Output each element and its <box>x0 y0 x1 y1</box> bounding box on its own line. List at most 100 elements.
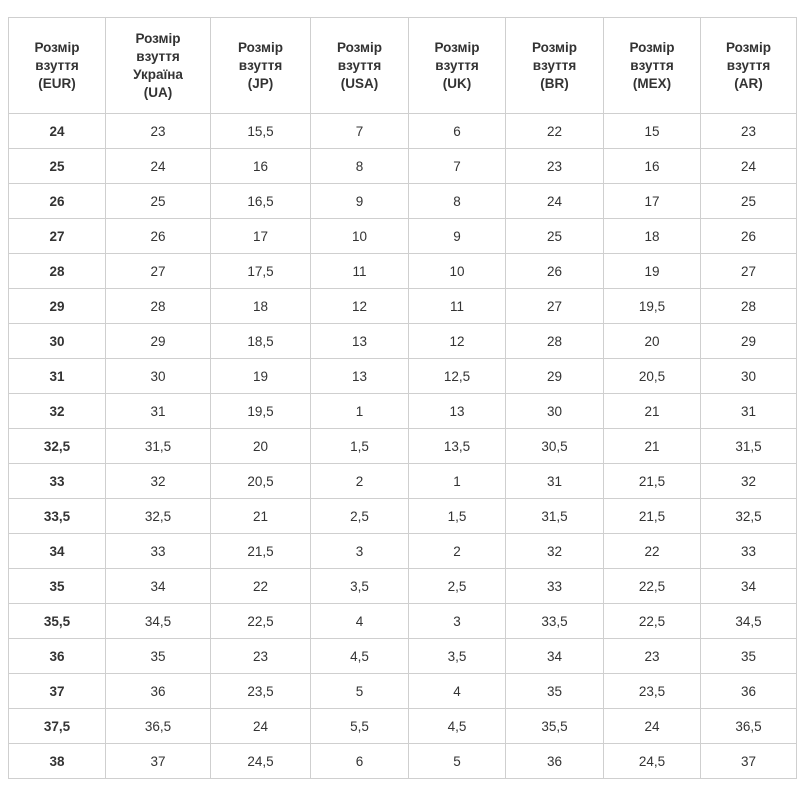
table-cell: 26 <box>8 183 106 219</box>
table-cell: 9 <box>310 183 409 219</box>
table-row: 28 27 17,5 11 10 26 19 27 <box>8 253 797 289</box>
header-cell: Розмір взуття (AR) <box>700 17 797 114</box>
table-cell: 30 <box>505 393 604 429</box>
table-cell: 38 <box>8 743 106 779</box>
table-row: 32,5 31,5 20 1,5 13,5 30,5 21 31,5 <box>8 428 797 464</box>
size-table: Розмір взуття (EUR) Розмір взуття Україна (UA)… <box>8 17 797 779</box>
table-cell: 21,5 <box>603 463 701 499</box>
table-cell: 17 <box>603 183 701 219</box>
table-cell: 36,5 <box>105 708 211 744</box>
table-cell: 32,5 <box>105 498 211 534</box>
table-cell: 22,5 <box>603 603 701 639</box>
header-row: Розмір взуття (EUR) Розмір взуття Україна (UA)… <box>8 17 797 114</box>
table-cell: 1 <box>408 463 506 499</box>
table-cell: 34,5 <box>105 603 211 639</box>
table-cell: 26 <box>700 218 797 254</box>
table-cell: 31,5 <box>505 498 604 534</box>
table-cell: 21,5 <box>603 498 701 534</box>
table-cell: 19 <box>210 358 311 394</box>
table-cell: 29 <box>105 323 211 359</box>
table-cell: 36 <box>105 673 211 709</box>
table-cell: 25 <box>505 218 604 254</box>
table-cell: 31,5 <box>700 428 797 464</box>
table-cell: 5,5 <box>310 708 409 744</box>
header-line: Розмір <box>135 30 181 46</box>
table-cell: 21 <box>603 428 701 464</box>
header-line: Розмір <box>336 39 383 55</box>
header-line: (BR) <box>540 75 569 91</box>
table-cell: 17,5 <box>210 253 311 289</box>
table-row: 32 31 19,5 1 13 30 21 31 <box>8 393 797 429</box>
table-cell: 36,5 <box>700 708 797 744</box>
table-row: 30 29 18,5 13 12 28 20 29 <box>8 323 797 359</box>
table-cell: 12 <box>408 323 506 359</box>
header-cell: Розмір взуття Україна (UA) <box>105 17 211 114</box>
table-cell: 25 <box>105 183 211 219</box>
table-cell: 2 <box>408 533 506 569</box>
table-cell: 36 <box>8 638 106 674</box>
table-cell: 35,5 <box>505 708 604 744</box>
table-cell: 29 <box>505 358 604 394</box>
table-cell: 9 <box>408 218 506 254</box>
table-cell: 35 <box>700 638 797 674</box>
table-cell: 35,5 <box>8 603 106 639</box>
header-line: (UA) <box>143 84 173 100</box>
table-cell: 27 <box>105 253 211 289</box>
table-cell: 15 <box>603 113 701 149</box>
table-cell: 8 <box>408 183 506 219</box>
table-cell: 30 <box>105 358 211 394</box>
table-cell: 18 <box>210 288 311 324</box>
header-line: взуття <box>630 57 674 73</box>
table-cell: 22,5 <box>210 603 311 639</box>
table-row: 29 28 18 12 11 27 19,5 28 <box>8 288 797 324</box>
table-cell: 20 <box>210 428 311 464</box>
header-line: взуття <box>532 57 577 73</box>
table-cell: 33 <box>700 533 797 569</box>
table-cell: 30,5 <box>505 428 604 464</box>
table-cell: 13 <box>310 358 409 394</box>
table-cell: 19,5 <box>210 393 311 429</box>
table-cell: 7 <box>310 113 409 149</box>
table-cell: 21,5 <box>210 533 311 569</box>
header-line: Розмір <box>531 39 578 55</box>
table-cell: 3 <box>310 533 409 569</box>
table-cell: 24 <box>8 113 106 149</box>
table-cell: 24 <box>210 708 311 744</box>
table-cell: 37 <box>8 673 106 709</box>
table-cell: 2 <box>310 463 409 499</box>
table-cell: 1,5 <box>310 428 409 464</box>
table-cell: 24 <box>700 148 797 184</box>
table-row: 34 33 21,5 3 2 32 22 33 <box>8 533 797 569</box>
table-cell: 4 <box>408 673 506 709</box>
header-line: Розмір <box>34 39 80 55</box>
table-row: 35 34 22 3,5 2,5 33 22,5 34 <box>8 568 797 604</box>
table-cell: 16 <box>210 148 311 184</box>
table-row: 24 23 15,5 7 6 22 15 23 <box>8 113 797 149</box>
table-cell: 34 <box>700 568 797 604</box>
table-cell: 23 <box>700 113 797 149</box>
table-cell: 29 <box>8 288 106 324</box>
header-cell: Розмір взуття (JP) <box>210 17 311 114</box>
table-cell: 25 <box>8 148 106 184</box>
table-cell: 4,5 <box>408 708 506 744</box>
table-cell: 29 <box>700 323 797 359</box>
header-cell: Розмір взуття (UK) <box>408 17 506 114</box>
table-row: 25 24 16 8 7 23 16 24 <box>8 148 797 184</box>
table-cell: 36 <box>700 673 797 709</box>
table-cell: 18,5 <box>210 323 311 359</box>
header-line: (UK) <box>442 75 472 91</box>
table-row: 37 36 23,5 5 4 35 23,5 36 <box>8 673 797 709</box>
table-cell: 11 <box>310 253 409 289</box>
table-cell: 24,5 <box>603 743 701 779</box>
table-cell: 31 <box>8 358 106 394</box>
table-cell: 37 <box>105 743 211 779</box>
table-cell: 4,5 <box>310 638 409 674</box>
table-row: 31 30 19 13 12,5 29 20,5 30 <box>8 358 797 394</box>
table-body: 24 23 15,5 7 6 22 15 23 25 24 16 8 7 23 16 24 26 25 16,5 9 8… <box>8 113 797 779</box>
header-line: Розмір <box>434 39 480 55</box>
table-cell: 32 <box>105 463 211 499</box>
table-cell: 33 <box>105 533 211 569</box>
table-cell: 33,5 <box>505 603 604 639</box>
table-cell: 27 <box>505 288 604 324</box>
table-row: 33 32 20,5 2 1 31 21,5 32 <box>8 463 797 499</box>
